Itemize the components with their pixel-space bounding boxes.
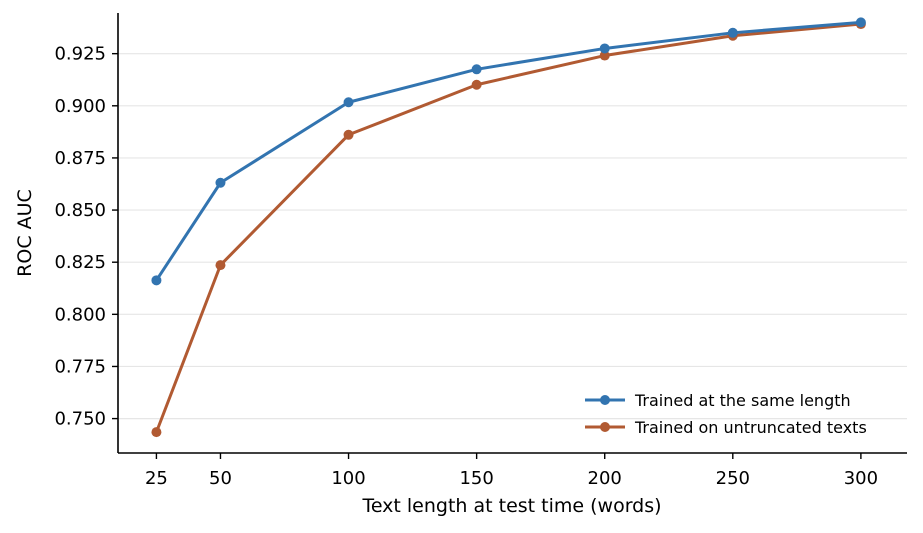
- y-ticks: 0.750 0.775 0.800 0.825 0.850 0.875 0.900 0.925: [54, 44, 118, 430]
- data-point: [599, 50, 610, 61]
- x-ticks: 25 50 100 150 200 250 300: [145, 453, 878, 489]
- series-2: [151, 19, 866, 438]
- data-point: [215, 177, 226, 188]
- x-tick-label: 50: [209, 468, 232, 489]
- series-layer: [151, 17, 866, 438]
- legend: Trained at the same length Trained on unt…: [585, 391, 867, 437]
- legend-item: Trained at the same length: [585, 391, 851, 410]
- axes: [117, 13, 907, 454]
- x-tick-label: 100: [331, 468, 365, 489]
- data-point: [855, 17, 866, 28]
- y-tick-label: 0.900: [54, 96, 106, 117]
- y-tick-label: 0.875: [54, 148, 106, 169]
- series-1: [151, 17, 866, 286]
- data-point: [343, 97, 354, 108]
- y-axis-title: ROC AUC: [14, 189, 36, 277]
- series-line: [155, 20, 862, 282]
- legend-label: Trained at the same length: [634, 391, 851, 410]
- data-point: [151, 275, 162, 286]
- data-point: [471, 64, 482, 75]
- y-tick-label: 0.750: [54, 409, 106, 430]
- data-point: [727, 27, 738, 38]
- y-tick-label: 0.925: [54, 44, 106, 65]
- series-line: [155, 22, 862, 433]
- legend-label: Trained on untruncated texts: [634, 418, 867, 437]
- y-tick-label: 0.850: [54, 200, 106, 221]
- legend-marker: [600, 395, 610, 405]
- x-axis-title: Text length at test time (words): [361, 495, 661, 517]
- x-tick-label: 200: [588, 468, 622, 489]
- data-point: [343, 129, 354, 140]
- data-point: [215, 260, 226, 271]
- x-tick-label: 25: [145, 468, 168, 489]
- legend-marker: [600, 422, 610, 432]
- y-tick-label: 0.775: [54, 356, 106, 377]
- y-tick-label: 0.825: [54, 252, 106, 273]
- data-point: [599, 43, 610, 54]
- x-tick-label: 250: [716, 468, 750, 489]
- x-tick-label: 150: [459, 468, 493, 489]
- gridlines: [118, 53, 907, 420]
- legend-item: Trained on untruncated texts: [585, 418, 867, 437]
- data-point: [151, 427, 162, 438]
- data-point: [471, 79, 482, 90]
- x-tick-label: 300: [844, 468, 878, 489]
- y-tick-label: 0.800: [54, 304, 106, 325]
